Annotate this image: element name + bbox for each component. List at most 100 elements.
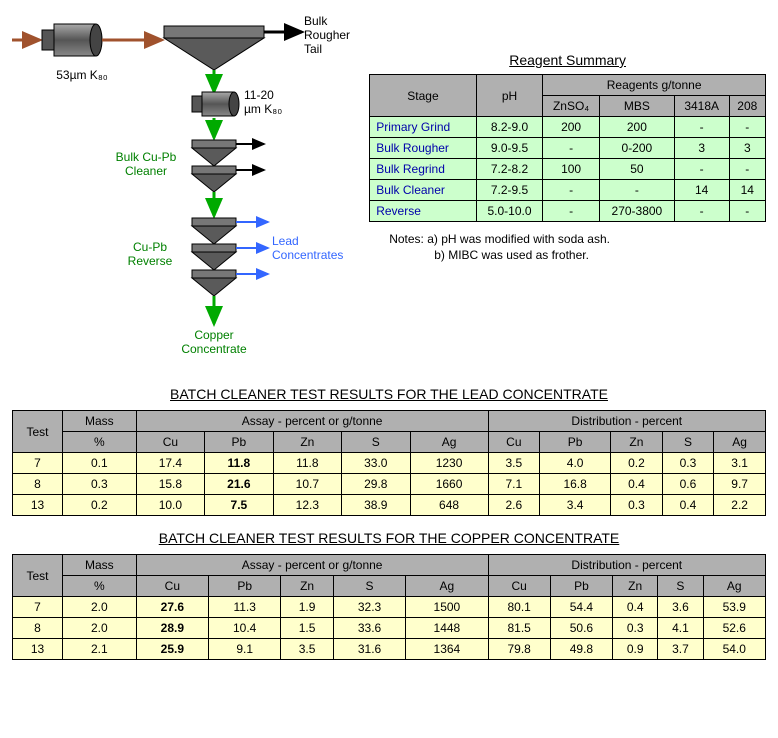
flowchart-svg bbox=[12, 12, 362, 372]
cell-dpb: 50.6 bbox=[550, 618, 612, 639]
reagent-row: Bulk Cleaner7.2-9.5--1414 bbox=[370, 180, 766, 201]
cell-dzn: 0.9 bbox=[613, 639, 658, 660]
lth-dist: Distribution - percent bbox=[488, 411, 765, 432]
lead-conc-label: Lead Concentrates bbox=[272, 234, 362, 262]
r-208: 14 bbox=[729, 180, 765, 201]
cell-t: 13 bbox=[13, 639, 63, 660]
cell-aag: 1448 bbox=[406, 618, 488, 639]
cth-assay: Assay - percent or g/tonne bbox=[136, 555, 488, 576]
reverse-b: Reverse bbox=[128, 254, 173, 268]
cell-m: 2.0 bbox=[63, 597, 137, 618]
bulktail-a: Bulk bbox=[304, 14, 327, 28]
cell-acu: 28.9 bbox=[136, 618, 208, 639]
bulk-tail-label: Bulk Rougher Tail bbox=[304, 14, 364, 56]
lth-azn: Zn bbox=[273, 432, 341, 453]
cell-ds: 3.7 bbox=[658, 639, 703, 660]
cell-t: 13 bbox=[13, 495, 63, 516]
cell-azn: 1.5 bbox=[281, 618, 334, 639]
cleaner-a: Bulk Cu-Pb bbox=[116, 150, 177, 164]
cell-apb: 7.5 bbox=[205, 495, 273, 516]
r-ph: 5.0-10.0 bbox=[476, 201, 542, 222]
cell-as: 33.0 bbox=[342, 453, 410, 474]
cleaner-b: Cleaner bbox=[125, 164, 167, 178]
r-mbs: 0-200 bbox=[599, 138, 674, 159]
cell-apb: 11.8 bbox=[205, 453, 273, 474]
lth-dag: Ag bbox=[714, 432, 766, 453]
flowchart: 53µm K₈₀ 11-20 µm K₈₀ Bulk Rougher Tail … bbox=[12, 12, 359, 372]
table-row: 132.125.99.13.531.6136479.849.80.93.754.… bbox=[13, 639, 766, 660]
reagent-title: Reagent Summary bbox=[369, 52, 766, 68]
lead-table: Test Mass Assay - percent or g/tonne Dis… bbox=[12, 410, 766, 516]
r-mbs: 50 bbox=[599, 159, 674, 180]
th-208: 208 bbox=[729, 96, 765, 117]
cell-m: 0.3 bbox=[63, 474, 137, 495]
reagent-summary-block: Reagent Summary Stage pH Reagents g/tonn… bbox=[369, 52, 766, 372]
cth-dist: Distribution - percent bbox=[488, 555, 765, 576]
cell-m: 2.0 bbox=[63, 618, 137, 639]
lth-ds: S bbox=[662, 432, 714, 453]
cell-aag: 648 bbox=[410, 495, 488, 516]
cell-aag: 1364 bbox=[406, 639, 488, 660]
copper-b: Concentrate bbox=[181, 342, 246, 356]
r-mbs: 200 bbox=[599, 117, 674, 138]
lead-title: BATCH CLEANER TEST RESULTS FOR THE LEAD … bbox=[12, 386, 766, 402]
cell-as: 29.8 bbox=[342, 474, 410, 495]
lth-acu: Cu bbox=[136, 432, 204, 453]
cell-dag: 3.1 bbox=[714, 453, 766, 474]
lead-b: Concentrates bbox=[272, 248, 343, 262]
cell-dzn: 0.4 bbox=[611, 474, 663, 495]
r-stage: Bulk Regrind bbox=[370, 159, 477, 180]
th-3418a: 3418A bbox=[674, 96, 729, 117]
r-znso4: 100 bbox=[543, 159, 600, 180]
r-stage: Bulk Cleaner bbox=[370, 180, 477, 201]
lth-mass: Mass bbox=[63, 411, 137, 432]
lth-dpb: Pb bbox=[540, 432, 611, 453]
lth-test: Test bbox=[13, 411, 63, 453]
bulktail-b: Rougher bbox=[304, 28, 350, 42]
r-ph: 7.2-9.5 bbox=[476, 180, 542, 201]
cell-as: 31.6 bbox=[333, 639, 405, 660]
cell-t: 8 bbox=[13, 618, 63, 639]
reagent-row: Bulk Rougher9.0-9.5-0-20033 bbox=[370, 138, 766, 159]
cell-dpb: 54.4 bbox=[550, 597, 612, 618]
reagent-row: Primary Grind8.2-9.0200200-- bbox=[370, 117, 766, 138]
grind2-a: 11-20 bbox=[244, 88, 274, 102]
lead-a: Lead bbox=[272, 234, 299, 248]
lth-apb: Pb bbox=[205, 432, 273, 453]
cell-dpb: 4.0 bbox=[540, 453, 611, 474]
cell-dag: 53.9 bbox=[703, 597, 765, 618]
cell-m: 0.2 bbox=[63, 495, 137, 516]
cell-dpb: 49.8 bbox=[550, 639, 612, 660]
r-stage: Primary Grind bbox=[370, 117, 477, 138]
cell-dpb: 16.8 bbox=[540, 474, 611, 495]
cell-azn: 10.7 bbox=[273, 474, 341, 495]
table-row: 130.210.07.512.338.96482.63.40.30.42.2 bbox=[13, 495, 766, 516]
cell-dzn: 0.2 bbox=[611, 453, 663, 474]
cell-dcu: 3.5 bbox=[488, 453, 540, 474]
cell-dcu: 7.1 bbox=[488, 474, 540, 495]
reverse-a: Cu-Pb bbox=[133, 240, 167, 254]
cth-dzn: Zn bbox=[613, 576, 658, 597]
cth-as: S bbox=[333, 576, 405, 597]
copper-a: Copper bbox=[194, 328, 233, 342]
cell-acu: 25.9 bbox=[136, 639, 208, 660]
r-ph: 7.2-8.2 bbox=[476, 159, 542, 180]
th-stage: Stage bbox=[370, 75, 477, 117]
reagent-row: Bulk Regrind7.2-8.210050-- bbox=[370, 159, 766, 180]
lth-dzn: Zn bbox=[611, 432, 663, 453]
cell-apb: 21.6 bbox=[205, 474, 273, 495]
cell-dag: 52.6 bbox=[703, 618, 765, 639]
cell-azn: 3.5 bbox=[281, 639, 334, 660]
cell-t: 7 bbox=[13, 597, 63, 618]
cell-as: 32.3 bbox=[333, 597, 405, 618]
cell-dzn: 0.4 bbox=[613, 597, 658, 618]
cell-azn: 11.8 bbox=[273, 453, 341, 474]
table-row: 82.028.910.41.533.6144881.550.60.34.152.… bbox=[13, 618, 766, 639]
cell-acu: 27.6 bbox=[136, 597, 208, 618]
r-3418a: 14 bbox=[674, 180, 729, 201]
table-row: 72.027.611.31.932.3150080.154.40.43.653.… bbox=[13, 597, 766, 618]
copper-table: Test Mass Assay - percent or g/tonne Dis… bbox=[12, 554, 766, 660]
reagent-notes: Notes: a) pH was modified with soda ash.… bbox=[369, 232, 766, 262]
cell-acu: 10.0 bbox=[136, 495, 204, 516]
cth-acu: Cu bbox=[136, 576, 208, 597]
